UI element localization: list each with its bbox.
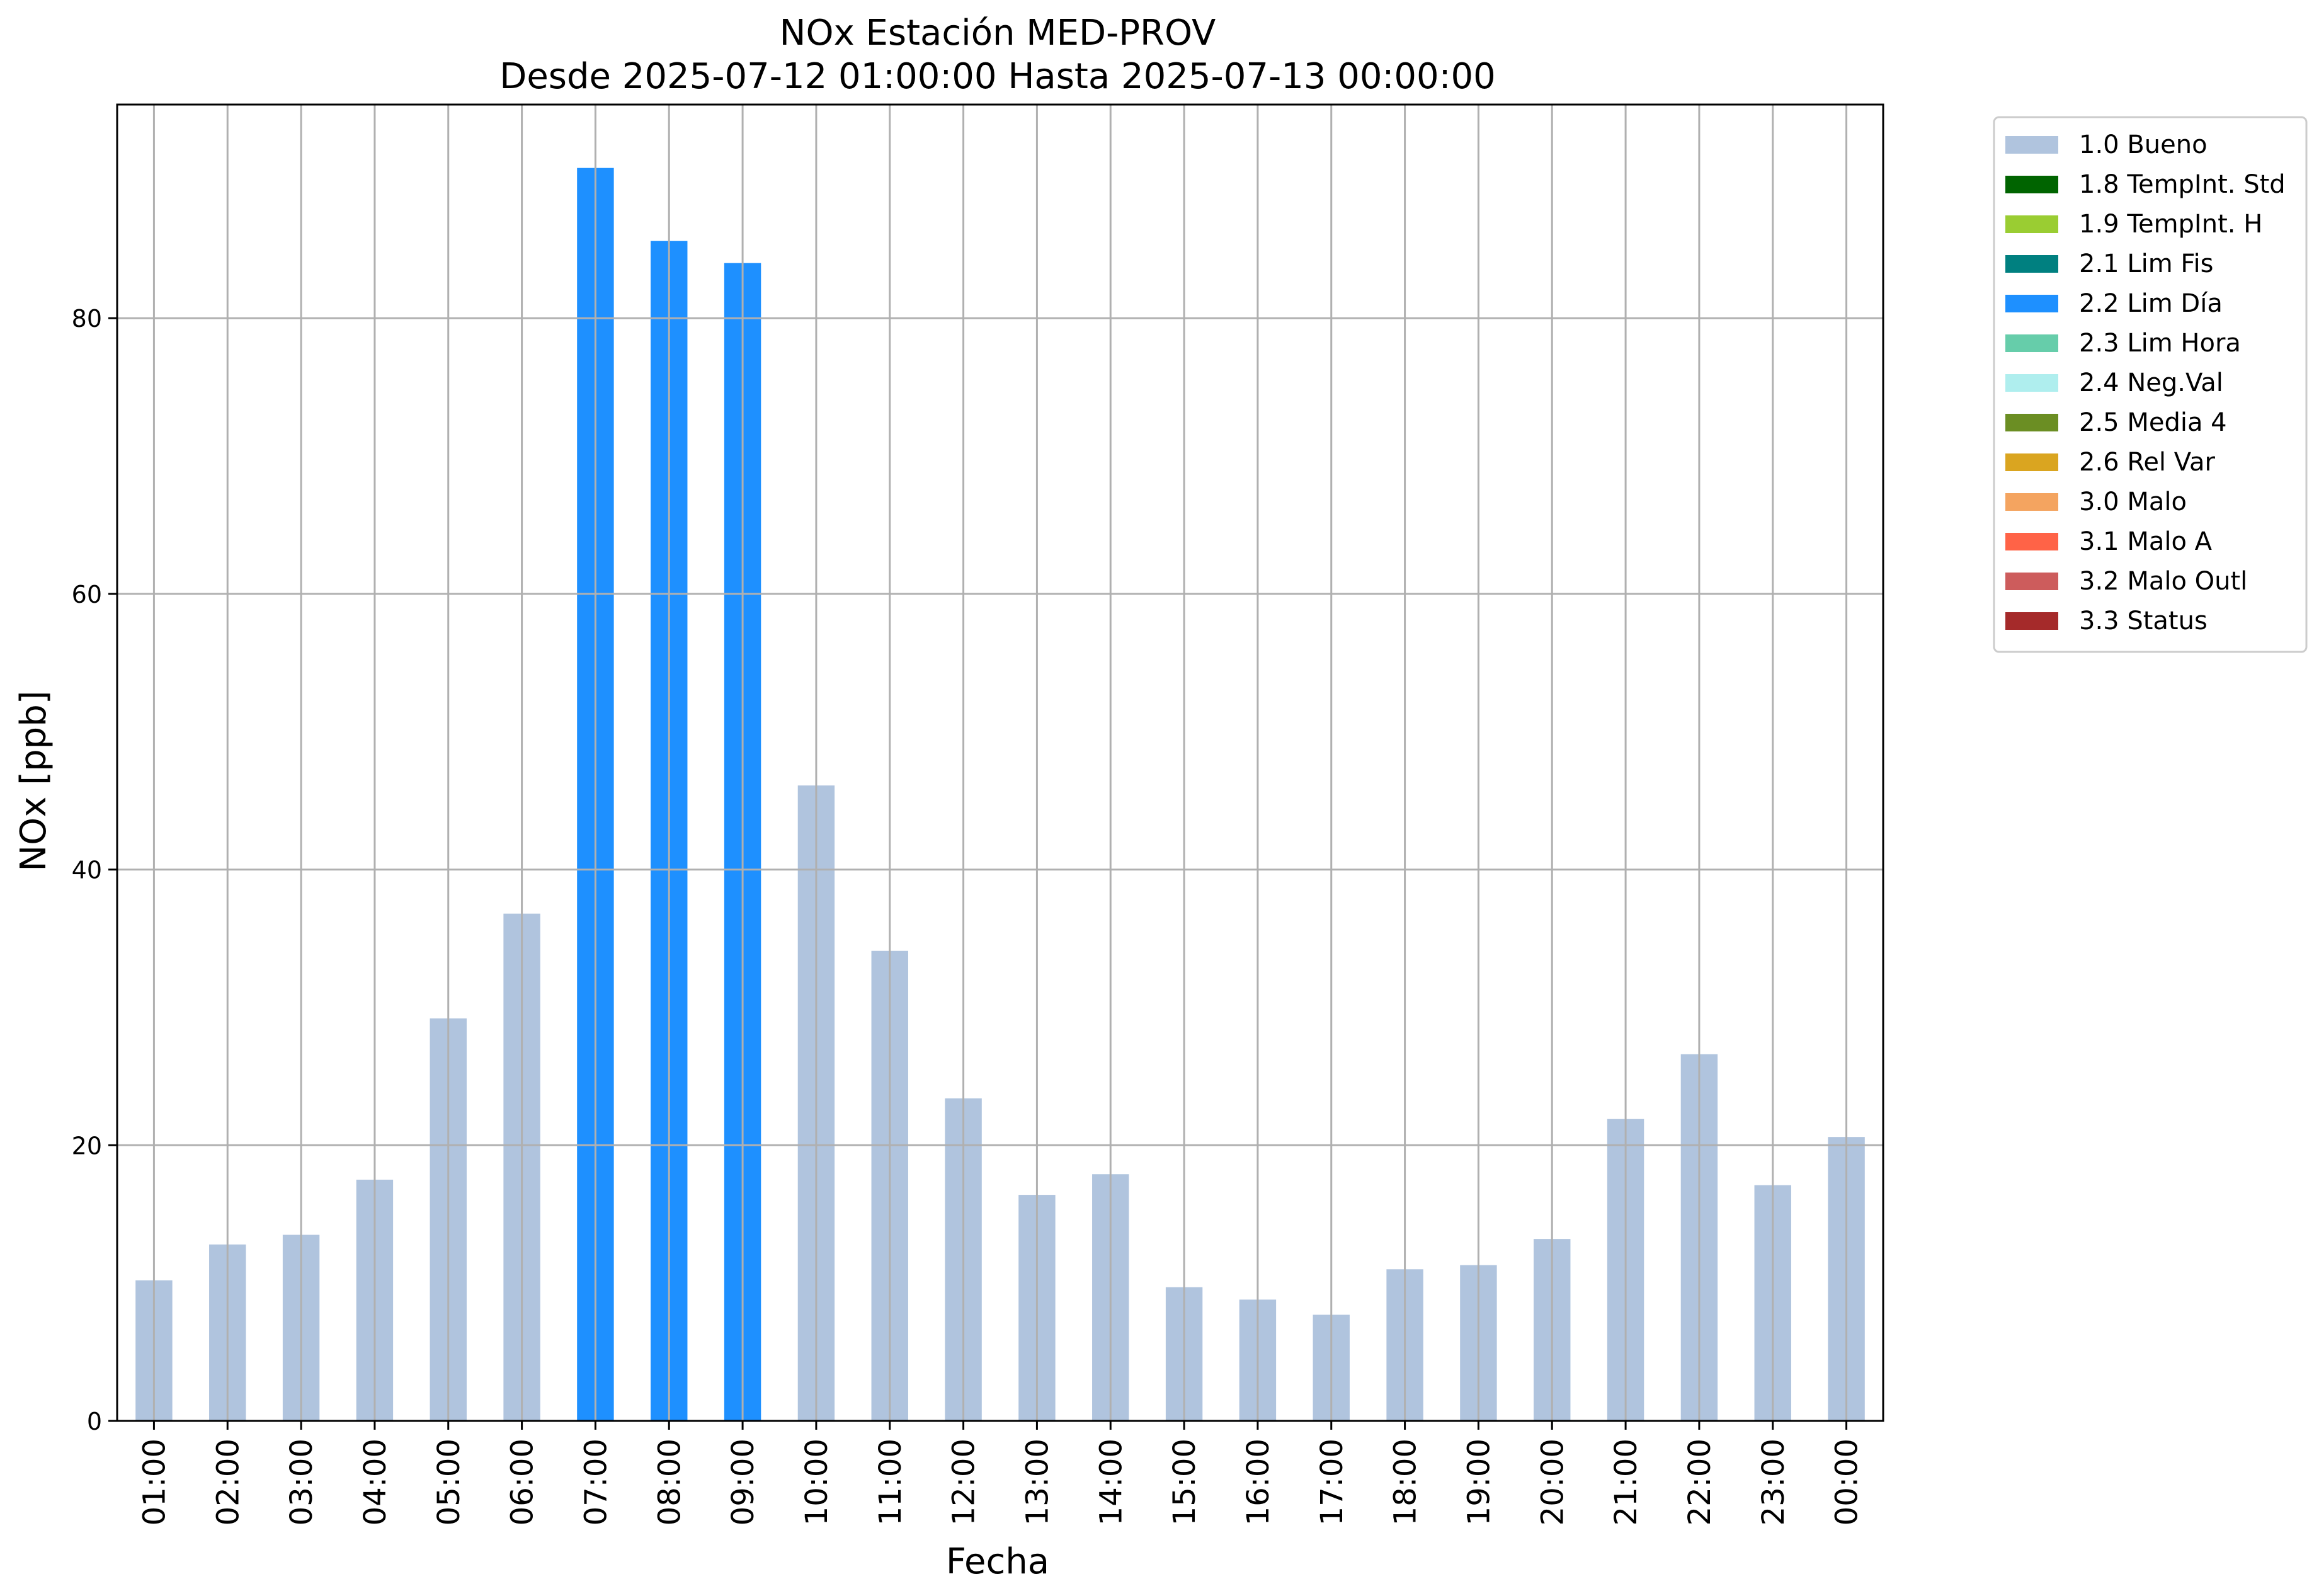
legend-label: 3.0 Malo xyxy=(2079,487,2187,516)
x-tick-label: 04:00 xyxy=(358,1439,393,1525)
x-tick-label: 00:00 xyxy=(1830,1439,1865,1525)
x-tick-label: 13:00 xyxy=(1020,1439,1055,1525)
legend-label: 2.3 Lim Hora xyxy=(2079,329,2241,358)
y-tick-label: 60 xyxy=(72,581,102,608)
legend-label: 3.3 Status xyxy=(2079,607,2208,636)
chart-title: NOx Estación MED-PROV xyxy=(780,13,1216,54)
legend-label: 2.6 Rel Var xyxy=(2079,448,2216,477)
legend-swatch xyxy=(2005,334,2058,352)
y-tick-label: 40 xyxy=(72,857,102,884)
legend-label: 1.9 TempInt. H xyxy=(2079,210,2262,239)
legend-swatch xyxy=(2005,414,2058,431)
x-tick-label: 05:00 xyxy=(431,1439,467,1525)
x-axis: 01:00 02:00 03:00 04:00 05:00 06:00 07:00 08:00… xyxy=(137,1421,1865,1525)
x-tick-label: 12:00 xyxy=(947,1439,982,1525)
x-tick-label: 02:00 xyxy=(210,1439,246,1525)
legend-label: 2.4 Neg.Val xyxy=(2079,368,2223,397)
y-axis: 0 20 40 60 80 xyxy=(72,305,117,1435)
legend-swatch xyxy=(2005,533,2058,550)
legend-swatch xyxy=(2005,493,2058,511)
legend-swatch xyxy=(2005,255,2058,273)
legend-swatch xyxy=(2005,453,2058,471)
plot-area: 0 20 40 60 80 01:00 02:00 03:00 04:00 05:00 06:00… xyxy=(72,103,1884,1525)
x-tick-label: 21:00 xyxy=(1609,1439,1644,1525)
legend-label: 2.2 Lim Día xyxy=(2079,289,2223,318)
chart-subtitle: Desde 2025-07-12 01:00:00 Hasta 2025-07-… xyxy=(499,56,1496,97)
x-tick-label: 17:00 xyxy=(1314,1439,1350,1525)
y-axis-label: NOx [ppb] xyxy=(13,690,54,871)
x-tick-label: 09:00 xyxy=(726,1439,761,1525)
legend-swatch xyxy=(2005,612,2058,630)
legend-swatch xyxy=(2005,295,2058,312)
x-tick-label: 07:00 xyxy=(578,1439,613,1525)
x-tick-label: 22:00 xyxy=(1682,1439,1718,1525)
x-tick-label: 23:00 xyxy=(1756,1439,1791,1525)
legend-swatch xyxy=(2005,176,2058,193)
x-tick-label: 16:00 xyxy=(1241,1439,1276,1525)
legend-label: 1.0 Bueno xyxy=(2079,130,2208,159)
legend-label: 1.8 TempInt. Std xyxy=(2079,170,2286,199)
x-tick-label: 10:00 xyxy=(799,1439,835,1525)
legend: 1.0 Bueno 1.8 TempInt. Std 1.9 TempInt. H 2… xyxy=(1993,116,2308,653)
legend-swatch xyxy=(2005,374,2058,392)
legend-frame xyxy=(1993,116,2308,653)
x-tick-label: 14:00 xyxy=(1093,1439,1129,1525)
plot-frame xyxy=(116,103,1884,1422)
x-tick-label: 06:00 xyxy=(505,1439,540,1525)
x-axis-label: Fecha xyxy=(946,1541,1049,1582)
x-tick-label: 11:00 xyxy=(873,1439,908,1525)
legend-swatch xyxy=(2005,215,2058,233)
y-tick-label: 0 xyxy=(87,1408,102,1435)
legend-swatch xyxy=(2005,136,2058,154)
legend-label: 3.2 Malo Outl xyxy=(2079,567,2247,596)
y-tick-label: 80 xyxy=(72,305,102,333)
x-tick-label: 03:00 xyxy=(284,1439,319,1525)
x-tick-label: 20:00 xyxy=(1535,1439,1570,1525)
x-tick-label: 08:00 xyxy=(652,1439,687,1525)
legend-label: 2.5 Media 4 xyxy=(2079,408,2227,437)
legend-label: 3.1 Malo A xyxy=(2079,527,2213,556)
y-tick-label: 20 xyxy=(72,1132,102,1160)
x-tick-label: 01:00 xyxy=(137,1439,172,1525)
legend-swatch xyxy=(2005,573,2058,590)
legend-label: 2.1 Lim Fis xyxy=(2079,249,2213,278)
x-tick-label: 19:00 xyxy=(1461,1439,1496,1525)
x-tick-label: 15:00 xyxy=(1167,1439,1202,1525)
x-tick-label: 18:00 xyxy=(1388,1439,1423,1525)
